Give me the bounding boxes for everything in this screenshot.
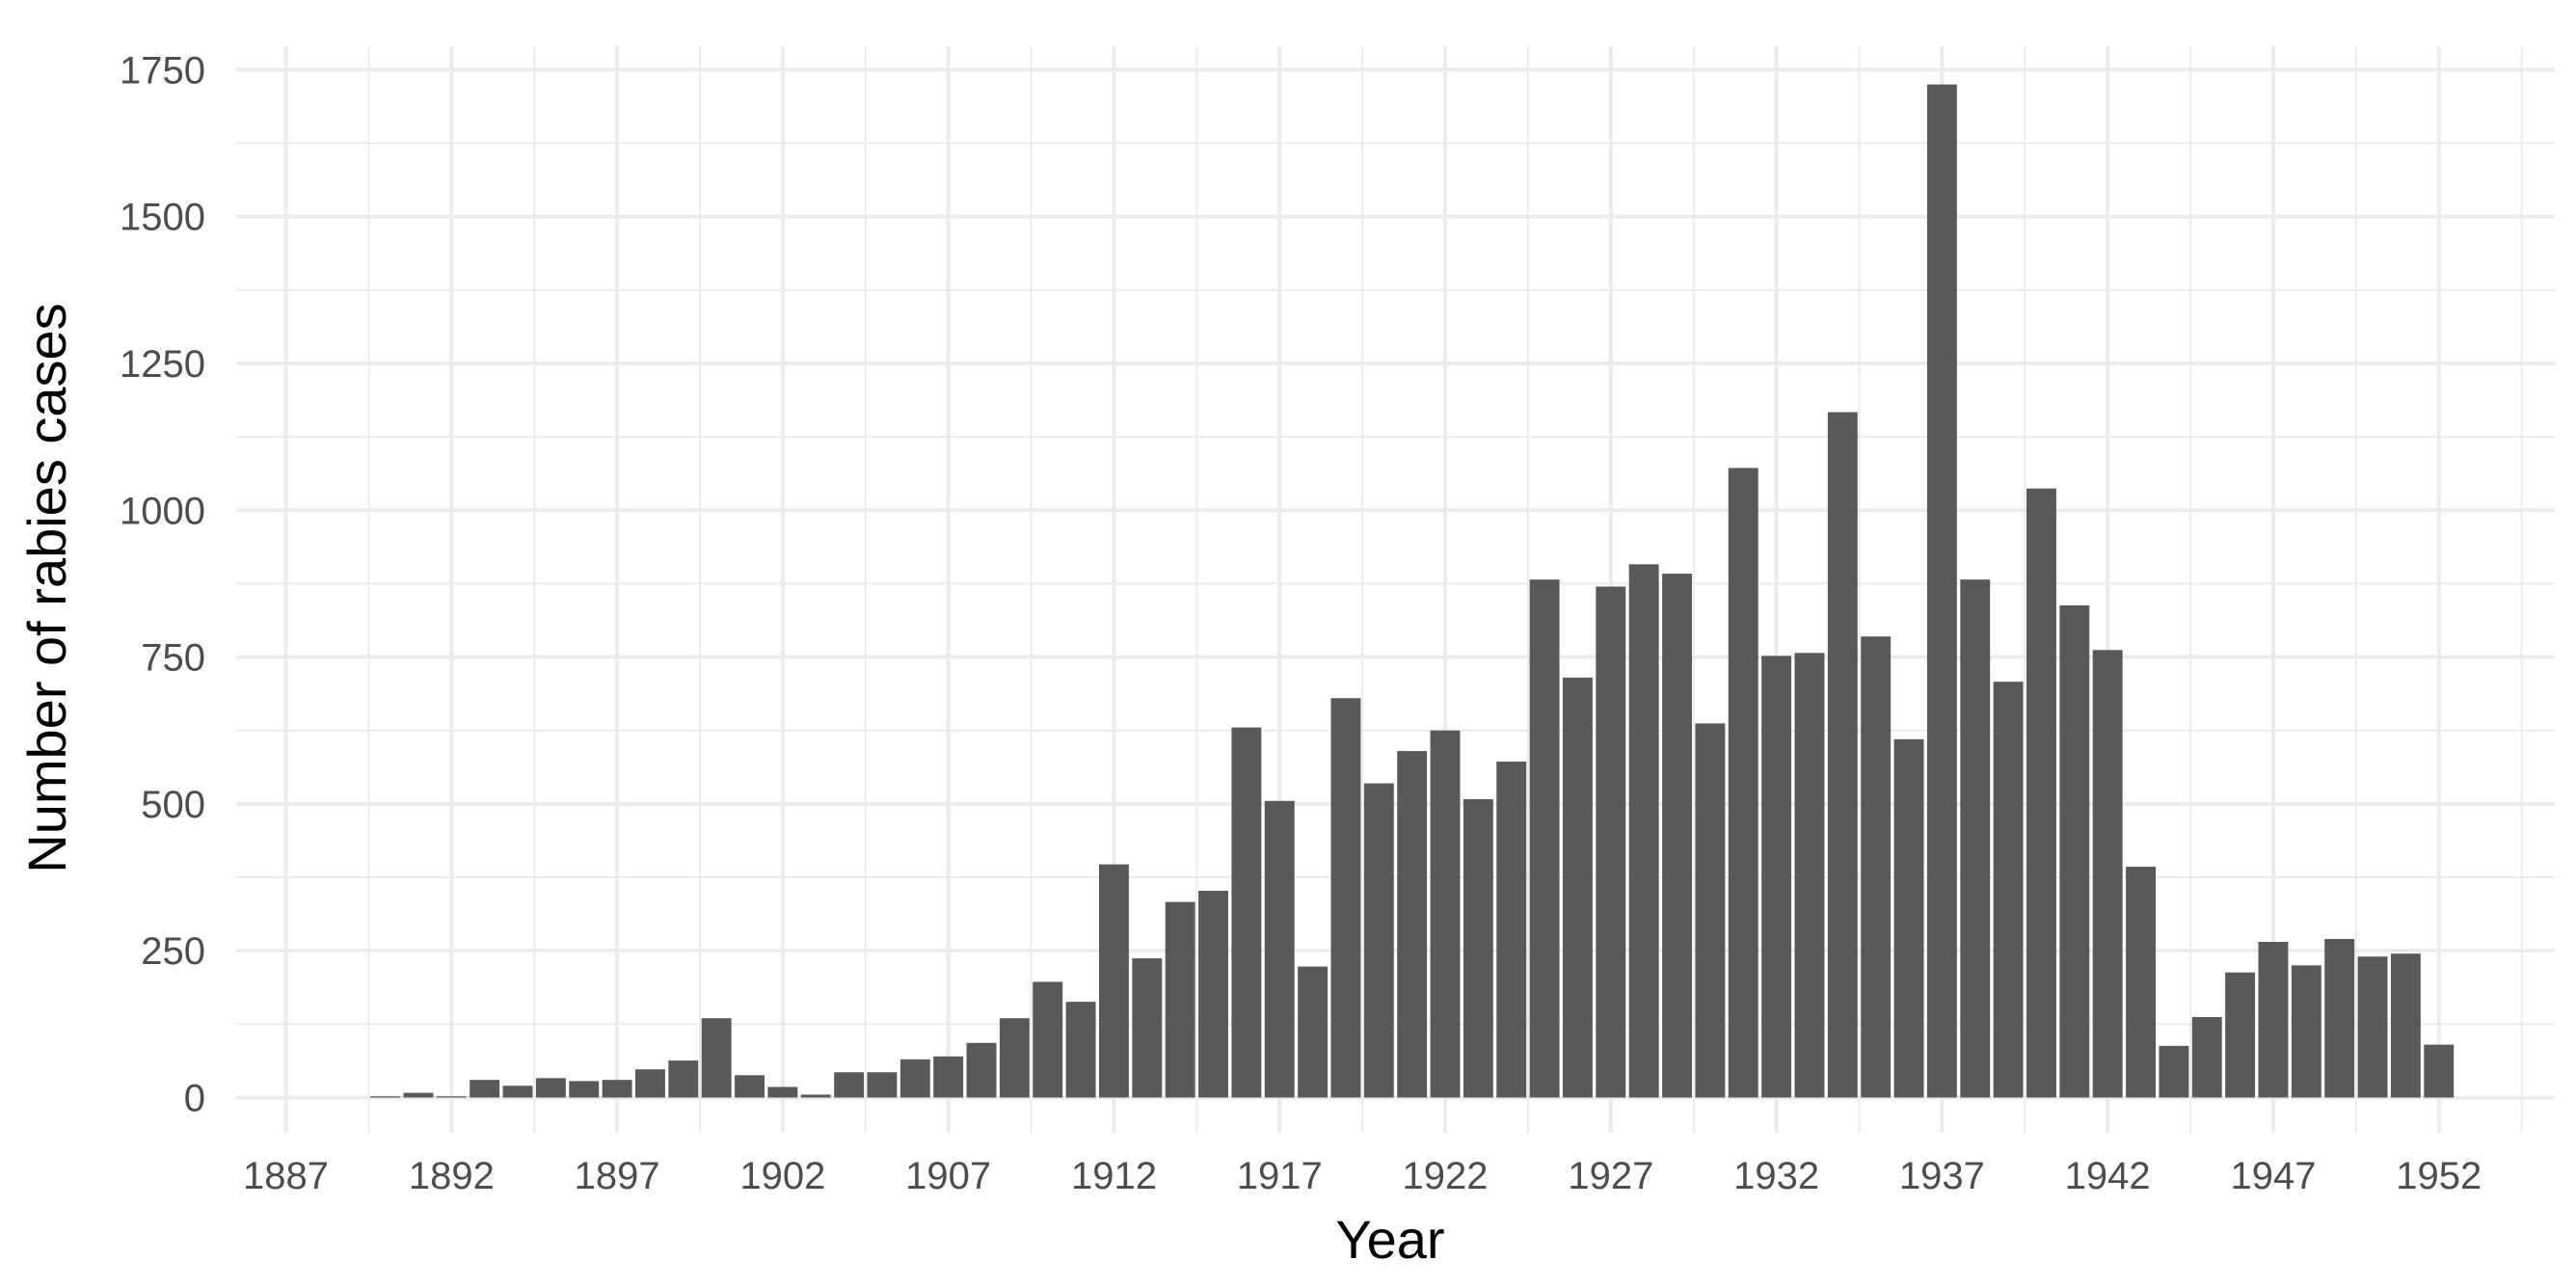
bar [1430,730,1461,1098]
x-tick-label: 1927 [1568,1155,1653,1197]
x-tick-label: 1897 [575,1155,660,1197]
bar [2059,604,2090,1098]
bar [1165,901,1195,1098]
bar [1794,653,1825,1098]
bar [1662,574,1692,1098]
bar [1695,723,1726,1098]
bar [1563,677,1593,1098]
bar [1298,966,1328,1098]
bar [999,1018,1030,1098]
y-axis-tick-labels: 0 250 500 750 1000 1250 1500 1750 [120,49,205,1119]
bar [602,1080,632,1098]
y-tick-label: 250 [141,930,205,973]
x-axis-tick-labels: 1887 1892 1897 1902 1907 1912 1917 1922 1927 1932… [243,1155,2482,1197]
bar [1330,698,1361,1098]
x-tick-label: 1932 [1733,1155,1819,1197]
bar [2258,942,2289,1098]
bar [1231,727,1262,1098]
bar [1264,800,1295,1098]
bar [535,1078,566,1098]
x-tick-label: 1942 [2065,1155,2151,1197]
bar [1397,751,1428,1098]
bar [2424,1044,2455,1098]
x-tick-label: 1947 [2230,1155,2316,1197]
bar [2357,956,2388,1098]
x-tick-label: 1902 [739,1155,825,1197]
bar [1960,579,1991,1098]
y-tick-label: 1250 [120,343,205,386]
bar [1861,636,1892,1098]
bar [1198,891,1228,1098]
bar [1827,412,1858,1098]
bar [1496,761,1527,1098]
bar [2026,488,2056,1098]
bar [668,1060,699,1098]
bar [834,1072,865,1098]
bar [966,1042,997,1098]
x-tick-label: 1917 [1237,1155,1323,1197]
y-axis-title: Number of rabies cases [16,303,77,872]
bar [370,1096,401,1098]
bar [569,1081,600,1098]
bar [1065,1002,1096,1098]
bar [1132,958,1163,1098]
bars [370,84,2455,1098]
bar [2126,867,2156,1098]
bar [2191,1016,2222,1098]
bar [1893,738,1924,1098]
bar [701,1018,732,1098]
bar [2324,938,2355,1098]
y-tick-label: 1750 [120,49,205,92]
bar [1728,468,1758,1098]
major-gridlines [236,46,2555,1133]
bar [403,1092,434,1098]
bar [1033,981,1063,1098]
bar [767,1086,798,1098]
y-tick-label: 750 [141,637,205,680]
x-tick-label: 1892 [409,1155,495,1197]
bar [635,1069,665,1098]
bar [2159,1045,2189,1098]
bar [1462,798,1493,1098]
bar [1596,586,1626,1098]
bar [436,1096,467,1098]
y-tick-label: 0 [184,1077,205,1119]
y-tick-label: 1500 [120,197,205,239]
x-axis-title: Year [1335,1209,1444,1270]
x-tick-label: 1952 [2396,1155,2482,1197]
bar [1363,783,1394,1098]
bar [2390,953,2421,1098]
x-tick-label: 1887 [243,1155,329,1197]
bar [1993,682,2024,1098]
bar [1926,84,1957,1098]
bar [933,1056,964,1098]
minor-gridlines [236,46,2555,1133]
bar [867,1072,898,1098]
bar [2225,972,2256,1098]
bar [470,1080,500,1098]
x-tick-label: 1907 [905,1155,991,1197]
bar [1529,579,1560,1098]
bar [1099,864,1129,1098]
bar [735,1075,765,1098]
y-tick-label: 500 [141,784,205,826]
bar [2092,650,2123,1098]
bar [502,1086,533,1098]
x-tick-label: 1922 [1403,1155,1489,1197]
bar [800,1094,831,1098]
bar [1761,656,1792,1098]
y-tick-label: 1000 [120,490,205,532]
bar [2291,965,2321,1098]
bar [1628,564,1659,1098]
x-tick-label: 1912 [1071,1155,1157,1197]
bar [899,1059,930,1098]
x-tick-label: 1937 [1899,1155,1985,1197]
